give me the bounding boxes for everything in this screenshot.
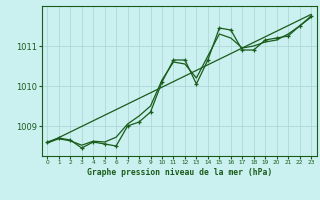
X-axis label: Graphe pression niveau de la mer (hPa): Graphe pression niveau de la mer (hPa) — [87, 168, 272, 177]
